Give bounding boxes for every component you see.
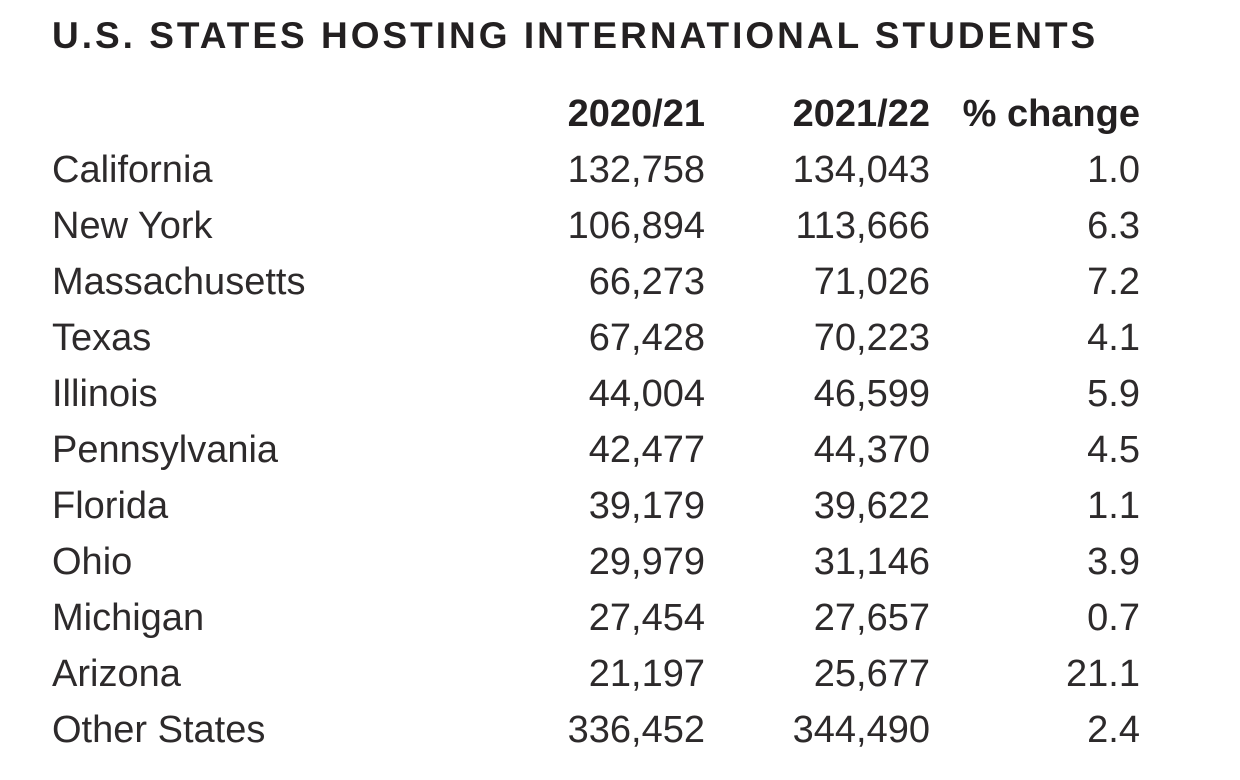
- pct-change-cell: 4.1: [1087, 317, 1140, 359]
- table-row: Texas 67,428 70,223 4.1: [52, 310, 1140, 366]
- state-cell: Texas: [52, 317, 152, 359]
- table-row: Pennsylvania 42,477 44,370 4.5: [52, 422, 1140, 478]
- state-cell: Florida: [52, 485, 169, 527]
- value-2020-21-cell: 27,454: [588, 597, 705, 639]
- table-row: New York 106,894 113,666 6.3: [52, 198, 1140, 254]
- pct-change-cell: 6.3: [1087, 205, 1140, 247]
- pct-change-cell: 0.7: [1087, 597, 1140, 639]
- value-2021-22-cell: 113,666: [795, 205, 930, 247]
- page-title: U.S. STATES HOSTING INTERNATIONAL STUDEN…: [52, 15, 1099, 56]
- value-2021-22-cell: 134,043: [792, 149, 930, 191]
- pct-change-cell: 4.5: [1087, 429, 1140, 471]
- pct-change-cell: 1.0: [1087, 149, 1140, 191]
- state-cell: Michigan: [52, 597, 205, 639]
- value-2020-21-cell: 44,004: [588, 373, 705, 415]
- column-header-2020-21: 2020/21: [567, 93, 705, 135]
- table-row: Illinois 44,004 46,599 5.9: [52, 366, 1140, 422]
- value-2020-21-cell: 21,197: [588, 653, 705, 695]
- pct-change-cell: 21.1: [1066, 653, 1140, 695]
- state-cell: Arizona: [52, 653, 181, 695]
- table-row: California 132,758 134,043 1.0: [52, 142, 1140, 198]
- pct-change-cell: 1.1: [1087, 485, 1140, 527]
- pct-change-cell: 3.9: [1087, 541, 1140, 583]
- table-row: Michigan 27,454 27,657 0.7: [52, 590, 1140, 646]
- value-2020-21-cell: 39,179: [588, 485, 705, 527]
- value-2021-22-cell: 44,370: [813, 429, 930, 471]
- state-cell: New York: [52, 205, 213, 247]
- pct-change-cell: 7.2: [1087, 261, 1140, 303]
- state-cell: Massachusetts: [52, 261, 306, 303]
- table-row: Arizona 21,197 25,677 21.1: [52, 646, 1140, 702]
- value-2021-22-cell: 25,677: [813, 653, 930, 695]
- value-2021-22-cell: 70,223: [813, 317, 930, 359]
- infographic-table: U.S. STATES HOSTING INTERNATIONAL STUDEN…: [52, 15, 1140, 758]
- value-2021-22-cell: 27,657: [813, 597, 930, 639]
- state-cell: California: [52, 149, 213, 191]
- value-2021-22-cell: 344,490: [792, 709, 930, 751]
- value-2020-21-cell: 106,894: [567, 205, 705, 247]
- value-2020-21-cell: 336,452: [567, 709, 705, 751]
- value-2021-22-cell: 31,146: [813, 541, 930, 583]
- value-2020-21-cell: 42,477: [588, 429, 705, 471]
- pct-change-cell: 5.9: [1087, 373, 1140, 415]
- value-2021-22-cell: 39,622: [813, 485, 930, 527]
- state-cell: Illinois: [52, 373, 158, 415]
- students-table: 2020/21 2021/22 % change California 132,…: [52, 86, 1140, 758]
- state-cell: Pennsylvania: [52, 429, 279, 471]
- table-row: Florida 39,179 39,622 1.1: [52, 478, 1140, 534]
- table-row: Ohio 29,979 31,146 3.9: [52, 534, 1140, 590]
- value-2021-22-cell: 71,026: [813, 261, 930, 303]
- state-cell: Other States: [52, 709, 266, 751]
- value-2020-21-cell: 132,758: [567, 149, 705, 191]
- table-row: Massachusetts 66,273 71,026 7.2: [52, 254, 1140, 310]
- column-header-2021-22: 2021/22: [792, 93, 930, 135]
- state-cell: Ohio: [52, 541, 133, 583]
- value-2020-21-cell: 66,273: [588, 261, 705, 303]
- value-2020-21-cell: 29,979: [588, 541, 705, 583]
- value-2020-21-cell: 67,428: [588, 317, 705, 359]
- table-row: Other States 336,452 344,490 2.4: [52, 702, 1140, 758]
- column-header-pct-change: % change: [962, 93, 1140, 135]
- value-2021-22-cell: 46,599: [813, 373, 930, 415]
- pct-change-cell: 2.4: [1087, 709, 1140, 751]
- table-header-row: 2020/21 2021/22 % change: [52, 86, 1140, 142]
